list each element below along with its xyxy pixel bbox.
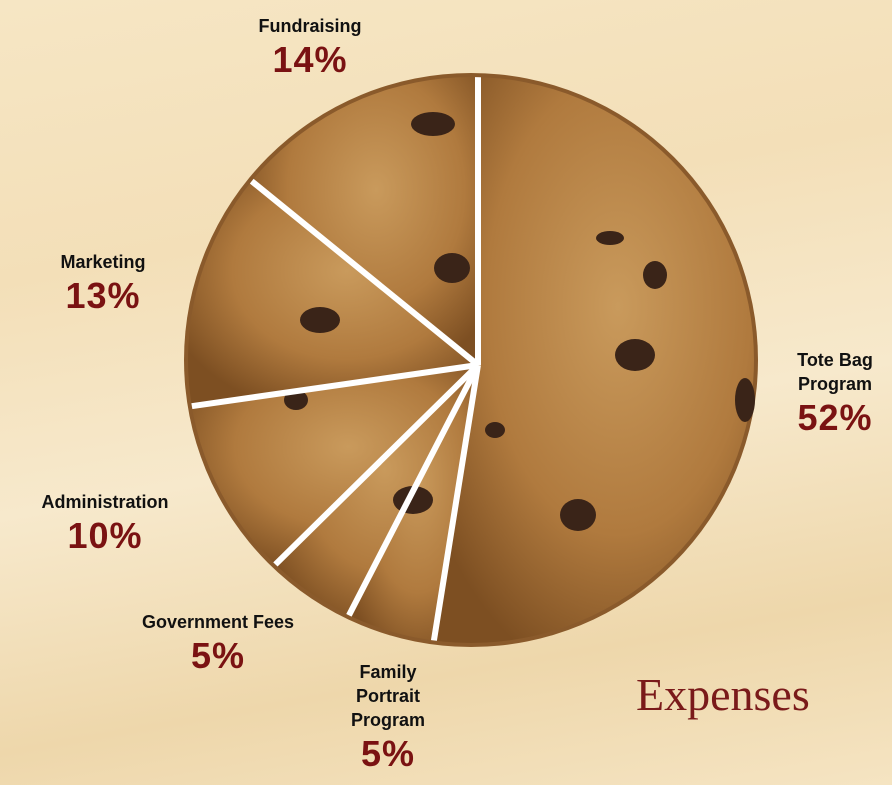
slice-label: Government Fees 5% (133, 610, 303, 676)
value-label: 52% (797, 397, 873, 438)
slice-divider (267, 362, 481, 572)
slice-label: Family Portrait Program 5% (328, 660, 448, 774)
category-label: Family Portrait Program (350, 662, 426, 730)
category-label: Administration (41, 492, 169, 512)
slice-divider (341, 363, 481, 626)
slice-label: Administration 10% (0, 490, 210, 556)
slice-label: Tote Bag Program 52% (780, 348, 890, 438)
value-label: 10% (67, 515, 143, 556)
value-label: 5% (360, 733, 416, 774)
pie-slice (431, 77, 754, 643)
category-label: Government Fees (141, 612, 295, 632)
slice-divider (188, 362, 479, 410)
slice-divider (428, 364, 481, 643)
category-label: Marketing (60, 252, 146, 272)
value-label: 5% (190, 635, 246, 676)
chips (284, 112, 755, 531)
value-label: 13% (65, 275, 141, 316)
slice-label: Fundraising 14% (225, 14, 395, 80)
category-label: Fundraising (258, 16, 362, 36)
slice-divider (249, 178, 480, 368)
chart-title: Expenses (636, 669, 810, 720)
value-label: 14% (272, 39, 348, 80)
slice-label: Marketing 13% (28, 250, 178, 316)
category-label: Tote Bag Program (797, 350, 873, 394)
